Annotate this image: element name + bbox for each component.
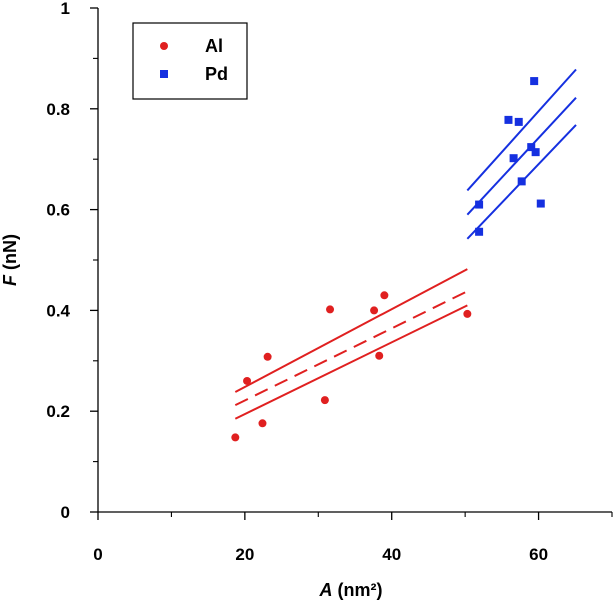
al-data-point — [375, 351, 384, 360]
al-data-point — [463, 309, 472, 318]
legend-pd-marker — [160, 70, 168, 78]
y-axis-title: F (nN) — [0, 234, 20, 286]
pd-data-point — [504, 115, 513, 124]
al-data-point — [243, 376, 252, 385]
y-tick-label: 0.4 — [46, 301, 70, 320]
al-data-point — [326, 305, 335, 314]
al-data-point — [258, 419, 267, 428]
al-confidence-upper-line — [234, 268, 468, 393]
pd-data-point — [475, 227, 484, 236]
x-tick-label: 60 — [529, 545, 548, 564]
pd-fit-line — [466, 97, 577, 216]
legend-box — [132, 22, 248, 100]
al-data-point — [231, 433, 240, 442]
al-confidence-lower-line — [234, 304, 468, 420]
x-tick-label: 20 — [235, 545, 254, 564]
pd-data-point — [536, 199, 545, 208]
pd-data-point — [509, 154, 518, 163]
al-fit-line — [234, 290, 468, 407]
pd-data-point — [531, 148, 540, 157]
y-tick-label: 0.6 — [46, 201, 70, 220]
x-tick-label: 0 — [93, 545, 102, 564]
pd-data-point — [514, 117, 523, 126]
al-data-point — [263, 352, 272, 361]
al-data-point — [320, 396, 329, 405]
x-tick-label: 40 — [382, 545, 401, 564]
y-tick-label: 0.8 — [46, 100, 70, 119]
x-axis-title: A (nm²) — [319, 580, 383, 600]
legend-pd-label: Pd — [205, 64, 228, 84]
al-data-point — [370, 306, 379, 315]
y-tick-label: 1 — [61, 0, 70, 18]
legend-al-label: Al — [205, 36, 223, 56]
pd-data-point — [475, 200, 484, 209]
pd-confidence-upper-line — [466, 68, 577, 192]
pd-data-point — [517, 177, 526, 186]
legend: Al Pd — [132, 22, 248, 100]
pd-data-point — [527, 143, 536, 152]
al-data-point — [380, 291, 389, 300]
y-tick-label: 0 — [61, 503, 70, 522]
pd-data-point — [530, 77, 539, 86]
y-tick-label: 0.2 — [46, 402, 70, 421]
legend-al-marker — [160, 42, 168, 50]
